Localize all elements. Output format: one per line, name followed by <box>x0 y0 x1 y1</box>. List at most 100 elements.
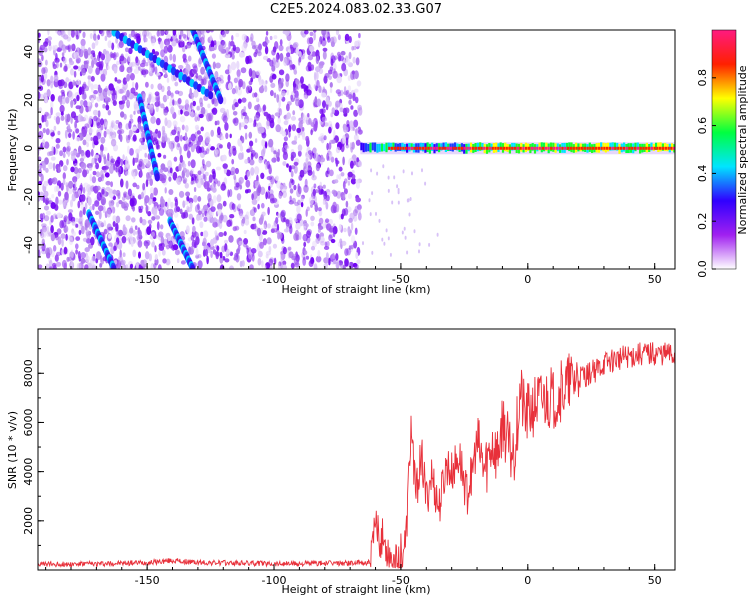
noise-speckle <box>66 141 71 147</box>
noise-speckle <box>307 54 314 61</box>
noise-speckle <box>152 197 157 202</box>
noise-speckle <box>164 72 168 78</box>
noise-speckle <box>133 68 139 75</box>
noise-speckle <box>166 90 172 97</box>
noise-speckle <box>320 160 323 166</box>
noise-speckle <box>55 196 59 206</box>
noise-speckle <box>91 97 94 104</box>
noise-speckle <box>330 156 335 163</box>
noise-speckle <box>62 178 66 186</box>
noise-speckle <box>75 236 81 242</box>
noise-speckle <box>182 200 186 208</box>
noise-speckle <box>162 133 168 138</box>
noise-speckle <box>328 257 331 266</box>
noise-speckle <box>347 228 352 237</box>
noise-speckle <box>98 87 103 94</box>
signal-band-cell <box>499 142 502 150</box>
noise-speckle <box>313 183 317 189</box>
noise-speckle <box>75 136 81 142</box>
noise-speckle <box>102 48 107 55</box>
noise-speckle <box>97 34 100 40</box>
noise-speckle <box>249 159 255 166</box>
noise-speckle <box>263 220 268 230</box>
noise-speckle <box>48 44 52 52</box>
signal-band-cell <box>367 144 370 152</box>
noise-speckle <box>243 229 247 235</box>
noise-speckle <box>97 205 104 212</box>
noise-speckle <box>253 223 257 230</box>
noise-speckle <box>188 38 193 43</box>
noise-speckle <box>264 85 268 93</box>
noise-speckle <box>172 30 177 36</box>
signal-peak-cell <box>614 146 617 150</box>
noise-speckle <box>136 261 139 269</box>
signal-band-cell <box>369 142 372 153</box>
noise-speckle <box>345 89 350 98</box>
noise-speckle <box>57 31 61 36</box>
noise-speckle <box>69 44 75 49</box>
noise-speckle <box>342 134 346 144</box>
noise-speckle <box>91 255 96 262</box>
noise-speckle <box>48 40 52 47</box>
noise-speckle <box>80 201 85 211</box>
noise-speckle <box>330 36 335 45</box>
noise-speckle <box>338 55 345 62</box>
noise-speckle <box>212 61 216 70</box>
noise-speckle <box>125 180 129 189</box>
noise-speckle <box>82 186 86 194</box>
noise-speckle <box>132 229 136 236</box>
noise-speckle <box>115 222 119 232</box>
signal-peak-cell <box>555 146 559 150</box>
noise-speckle <box>167 172 173 177</box>
noise-speckle <box>100 169 104 179</box>
noise-speckle <box>275 175 279 181</box>
noise-speckle <box>248 68 253 77</box>
noise-speckle <box>167 235 171 241</box>
noise-speckle <box>70 150 76 157</box>
signal-peak-cell <box>499 146 503 150</box>
noise-speckle <box>209 245 215 250</box>
noise-speckle <box>116 156 121 165</box>
top-y-axis-label: Frequency (Hz) <box>6 109 19 192</box>
noise-speckle <box>70 199 73 208</box>
spectrogram-panel: -150 -100 -50 0 50 -40 -20 0 20 40 Height of str… <box>6 29 676 296</box>
noise-speckle <box>45 128 50 136</box>
noise-speckle <box>353 109 358 117</box>
signal-peak-cell <box>600 146 603 150</box>
noise-speckle <box>251 45 257 50</box>
noise-speckle <box>61 238 64 247</box>
noise-speckle <box>207 103 211 109</box>
noise-speckle <box>138 145 143 151</box>
sparse-speckle <box>387 236 390 241</box>
sparse-speckle <box>418 249 420 254</box>
noise-speckle <box>178 190 185 198</box>
noise-speckle <box>259 241 264 249</box>
noise-speckle <box>80 99 84 106</box>
noise-speckle <box>195 236 200 246</box>
noise-speckle <box>237 98 242 104</box>
noise-speckle <box>43 114 47 123</box>
signal-band-cell <box>629 143 632 153</box>
noise-speckle <box>150 193 154 200</box>
noise-speckle <box>212 195 217 204</box>
noise-speckle <box>256 227 261 237</box>
noise-speckle <box>322 51 327 60</box>
signal-peak-cell <box>527 146 531 150</box>
noise-speckle <box>261 230 268 235</box>
noise-speckle <box>62 152 66 159</box>
noise-speckle <box>57 79 63 87</box>
signal-band-cell <box>611 142 614 151</box>
sparse-speckle <box>424 181 427 186</box>
noise-speckle <box>326 240 330 247</box>
noise-speckle <box>317 249 321 258</box>
noise-speckle <box>51 146 55 153</box>
noise-speckle <box>275 53 279 63</box>
noise-speckle <box>98 220 104 228</box>
signal-peak-cell <box>402 146 405 150</box>
noise-speckle <box>133 103 139 112</box>
noise-speckle <box>279 231 283 240</box>
noise-speckle <box>42 195 46 204</box>
noise-speckle <box>229 133 232 139</box>
noise-speckle <box>319 181 323 190</box>
noise-speckle <box>166 77 170 83</box>
